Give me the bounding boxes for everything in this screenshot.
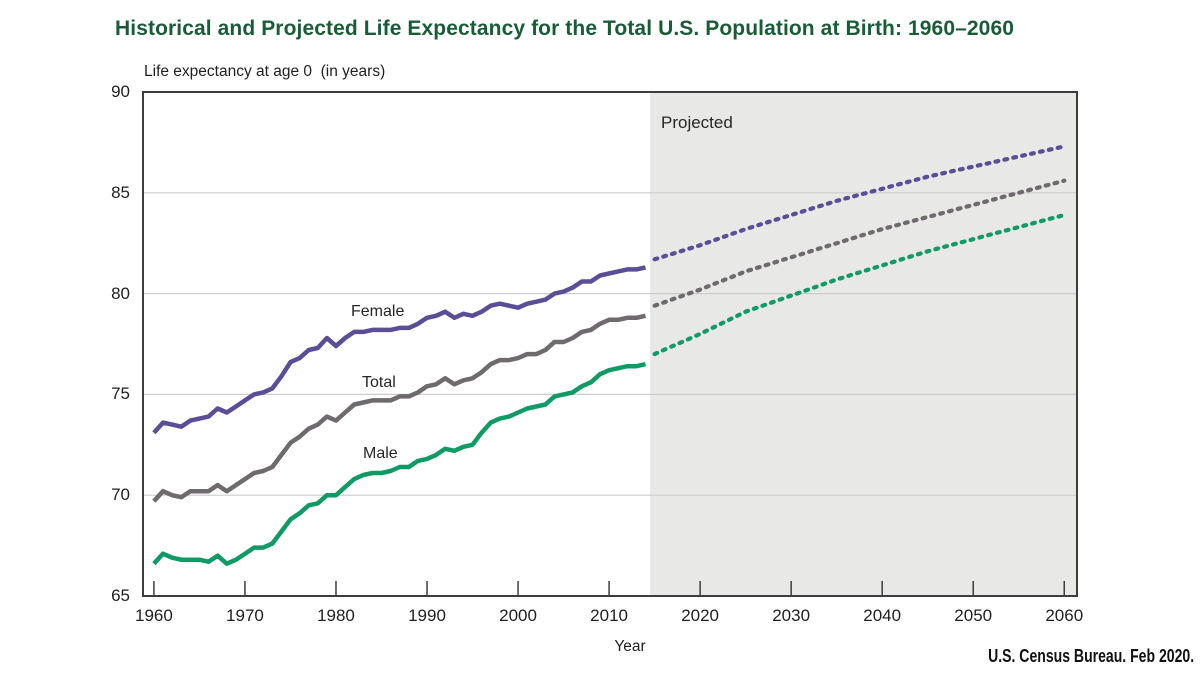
series-line-projected-female <box>652 144 1067 262</box>
series-line-historical-female <box>152 265 646 435</box>
series-label-total: Total <box>362 374 396 391</box>
y-tick-label-90: 90 <box>111 82 130 101</box>
x-tick-label-2000: 2000 <box>499 606 537 625</box>
projected-region <box>650 92 1077 596</box>
series-line-projected-male <box>652 212 1067 357</box>
y-tick-label-75: 75 <box>111 384 130 404</box>
chart-title: Historical and Projected Life Expectancy… <box>115 17 1015 40</box>
source-note: U.S. Census Bureau. Feb 2020. <box>988 646 1194 666</box>
series-label-male: Male <box>363 445 398 462</box>
series-line-historical-total <box>152 313 646 503</box>
x-tick-label-2050: 2050 <box>954 606 993 625</box>
y-tick-label-85: 85 <box>111 182 130 202</box>
x-tick-label-1960: 1960 <box>135 606 173 625</box>
y-tick-label-70: 70 <box>111 485 130 505</box>
x-tick-label-2040: 2040 <box>863 606 902 625</box>
x-axis-title: Year <box>614 638 646 655</box>
x-tick-label-2030: 2030 <box>772 606 811 625</box>
series-line-projected-total <box>652 178 1067 308</box>
series-line-historical-male <box>152 362 646 566</box>
x-tick-label-1990: 1990 <box>408 606 446 625</box>
x-tick-label-2060: 2060 <box>1045 606 1084 625</box>
projected-region-label: Projected <box>661 113 733 132</box>
plot-border <box>142 91 1078 597</box>
x-tick-label-1970: 1970 <box>226 606 264 625</box>
x-tick-label-2020: 2020 <box>681 606 720 625</box>
x-tick-label-1980: 1980 <box>317 606 355 625</box>
x-tick-label-2010: 2010 <box>590 606 628 625</box>
y-axis-title: Life expectancy at age 0 (in years) <box>144 63 386 80</box>
y-tick-label-65: 65 <box>111 586 130 605</box>
series-label-female: Female <box>351 303 405 320</box>
y-tick-label-80: 80 <box>111 283 130 303</box>
